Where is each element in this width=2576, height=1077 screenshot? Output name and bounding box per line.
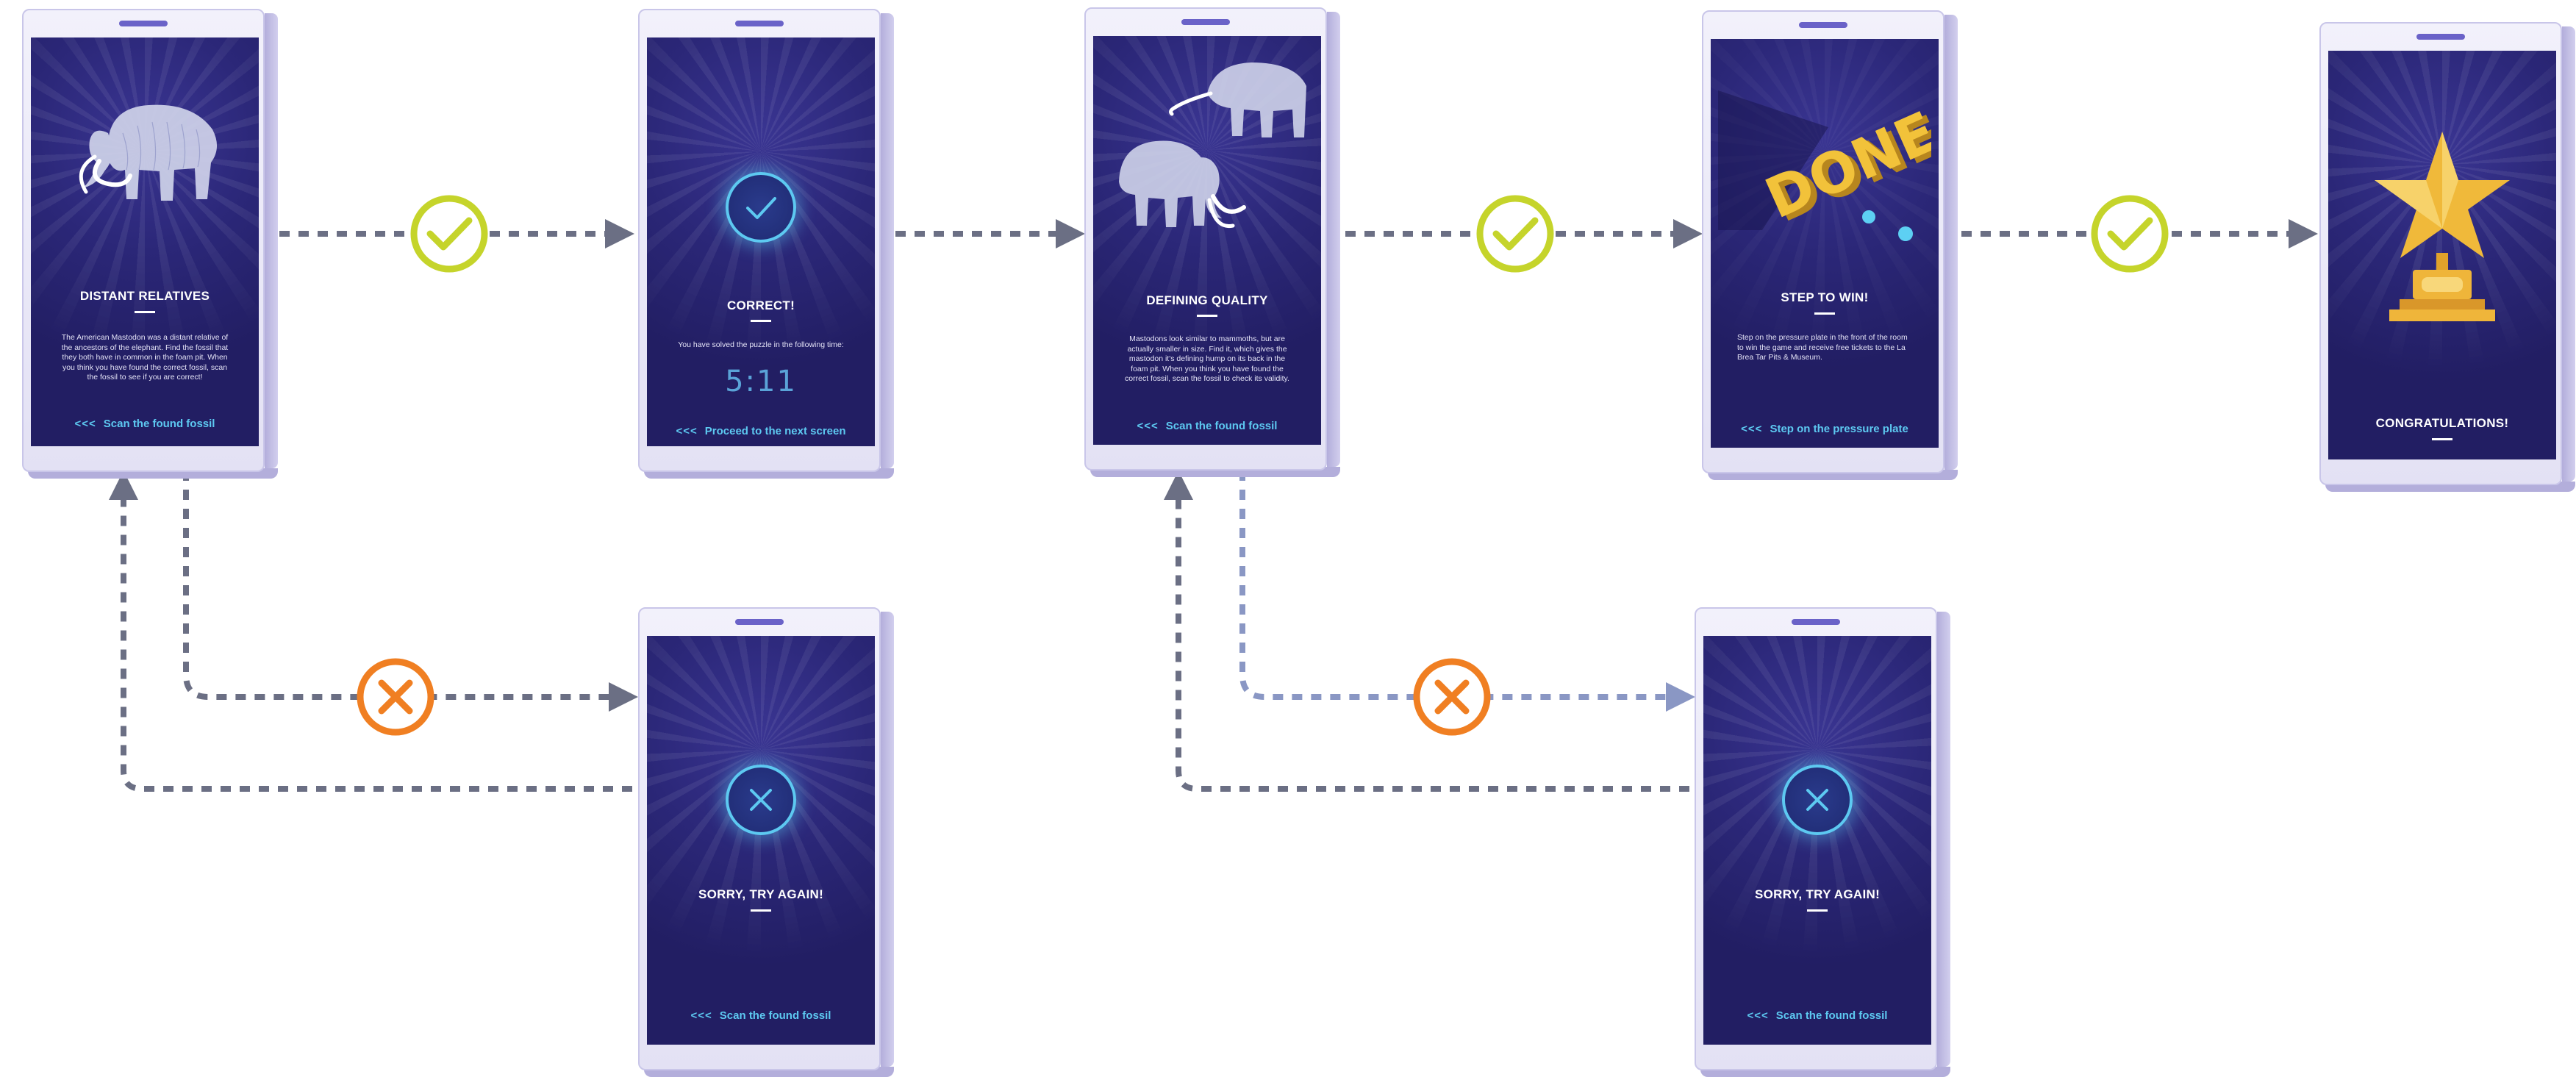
speaker-slot bbox=[735, 21, 784, 26]
phone-screen-try-again-1: SORRY, TRY AGAIN! <<< Scan the found foss… bbox=[638, 607, 877, 1067]
phone-frame: SORRY, TRY AGAIN! <<< Scan the found foss… bbox=[1695, 607, 1937, 1070]
speaker-slot bbox=[1799, 22, 1847, 28]
speaker-slot bbox=[119, 21, 168, 26]
speaker-slot bbox=[1181, 19, 1230, 25]
connector-s7-back-to-s3 bbox=[1178, 476, 1689, 789]
title-divider bbox=[751, 320, 771, 322]
phone-screen-congratulations: CONGRATULATIONS! bbox=[2319, 22, 2558, 482]
screen-body-text: Step on the pressure plate in the front … bbox=[1737, 333, 1912, 363]
screen-body-text: Mastodons look similar to mammoths, but … bbox=[1120, 334, 1295, 384]
phone-frame: DONE DONE STEP TO WIN! Step on the press… bbox=[1702, 10, 1944, 473]
phone-side bbox=[1937, 612, 1950, 1067]
scan-fossil-button[interactable]: <<< Scan the found fossil bbox=[31, 418, 259, 430]
screen-title: STEP TO WIN! bbox=[1711, 290, 1939, 305]
phone-screen-correct: CORRECT! You have solved the puzzle in t… bbox=[638, 9, 877, 468]
x-icon bbox=[726, 765, 796, 835]
title-divider bbox=[2432, 438, 2452, 440]
cta-label: Scan the found fossil bbox=[1166, 420, 1278, 432]
phone-display: CONGRATULATIONS! bbox=[2328, 51, 2556, 459]
phone-frame: CORRECT! You have solved the puzzle in t… bbox=[638, 9, 881, 472]
cta-label: Step on the pressure plate bbox=[1770, 423, 1908, 435]
chevrons-left-icon: <<< bbox=[691, 1009, 712, 1022]
phone-frame: CONGRATULATIONS! bbox=[2319, 22, 2562, 485]
scan-fossil-button[interactable]: <<< Scan the found fossil bbox=[1093, 420, 1321, 432]
title-divider bbox=[1807, 909, 1828, 912]
phone-side bbox=[2562, 26, 2575, 482]
title-divider bbox=[1197, 315, 1217, 317]
solve-time: 5:11 bbox=[647, 365, 875, 398]
cta-label: Scan the found fossil bbox=[1776, 1009, 1888, 1022]
chevrons-left-icon: <<< bbox=[1747, 1009, 1769, 1022]
phone-frame: DEFINING QUALITY Mastodons look similar … bbox=[1084, 7, 1327, 470]
proceed-next-button[interactable]: <<< Proceed to the next screen bbox=[647, 425, 875, 437]
speaker-slot bbox=[735, 619, 784, 625]
speaker-slot bbox=[2416, 34, 2465, 40]
chevrons-left-icon: <<< bbox=[676, 425, 697, 437]
screen-title: CORRECT! bbox=[647, 298, 875, 313]
cta-label: Scan the found fossil bbox=[104, 418, 215, 430]
screen-title: CONGRATULATIONS! bbox=[2328, 416, 2556, 431]
phone-display: CORRECT! You have solved the puzzle in t… bbox=[647, 37, 875, 446]
fail-marker-2 bbox=[1417, 662, 1487, 732]
done-3d-text: DONE DONE bbox=[1718, 83, 1931, 260]
phone-side bbox=[881, 13, 894, 468]
mammoth-illustration bbox=[57, 89, 233, 214]
screen-title: SORRY, TRY AGAIN! bbox=[647, 887, 875, 902]
screen-body-text: The American Mastodon was a distant rela… bbox=[57, 333, 232, 383]
pressure-plate-button[interactable]: <<< Step on the pressure plate bbox=[1711, 423, 1939, 435]
success-marker-2 bbox=[1480, 198, 1550, 269]
title-divider bbox=[751, 909, 771, 912]
chevrons-left-icon: <<< bbox=[1741, 423, 1762, 435]
phone-side bbox=[265, 13, 278, 468]
phone-display: SORRY, TRY AGAIN! <<< Scan the found foss… bbox=[647, 636, 875, 1045]
screen-title: DEFINING QUALITY bbox=[1093, 293, 1321, 308]
chevrons-left-icon: <<< bbox=[75, 418, 96, 430]
speaker-slot bbox=[1792, 619, 1840, 625]
phone-screen-distant-relatives: DISTANT RELATIVES The American Mastodon … bbox=[22, 9, 261, 468]
x-icon bbox=[1782, 765, 1853, 835]
success-marker-3 bbox=[2094, 198, 2165, 269]
check-icon bbox=[726, 172, 796, 243]
success-marker-1 bbox=[414, 198, 484, 269]
phone-side bbox=[1327, 12, 1340, 467]
phone-display: SORRY, TRY AGAIN! <<< Scan the found foss… bbox=[1703, 636, 1931, 1045]
phone-frame: DISTANT RELATIVES The American Mastodon … bbox=[22, 9, 265, 472]
title-divider bbox=[1814, 312, 1835, 315]
phone-display: DEFINING QUALITY Mastodons look similar … bbox=[1093, 36, 1321, 445]
cta-label: Scan the found fossil bbox=[720, 1009, 831, 1022]
phone-screen-defining-quality: DEFINING QUALITY Mastodons look similar … bbox=[1084, 7, 1323, 467]
screen-body-text: You have solved the puzzle in the follow… bbox=[673, 340, 848, 351]
cta-label: Proceed to the next screen bbox=[705, 425, 846, 437]
mastodon-illustrations bbox=[1104, 49, 1317, 262]
fail-marker-1 bbox=[360, 662, 431, 732]
phone-display: DISTANT RELATIVES The American Mastodon … bbox=[31, 37, 259, 446]
phone-screen-step-to-win: DONE DONE STEP TO WIN! Step on the press… bbox=[1702, 10, 1941, 470]
scan-fossil-button[interactable]: <<< Scan the found fossil bbox=[647, 1009, 875, 1022]
title-divider bbox=[135, 311, 155, 313]
phone-screen-try-again-2: SORRY, TRY AGAIN! <<< Scan the found foss… bbox=[1695, 607, 1933, 1067]
screen-title: SORRY, TRY AGAIN! bbox=[1703, 887, 1931, 902]
scan-fossil-button[interactable]: <<< Scan the found fossil bbox=[1703, 1009, 1931, 1022]
screen-title: DISTANT RELATIVES bbox=[31, 289, 259, 304]
phone-display: DONE DONE STEP TO WIN! Step on the press… bbox=[1711, 39, 1939, 448]
phone-side bbox=[1944, 15, 1958, 470]
chevrons-left-icon: <<< bbox=[1137, 420, 1159, 432]
phone-frame: SORRY, TRY AGAIN! <<< Scan the found foss… bbox=[638, 607, 881, 1070]
connector-s6-back-to-s1 bbox=[124, 476, 632, 789]
phone-side bbox=[881, 612, 894, 1067]
trophy-star-icon bbox=[2369, 132, 2516, 337]
